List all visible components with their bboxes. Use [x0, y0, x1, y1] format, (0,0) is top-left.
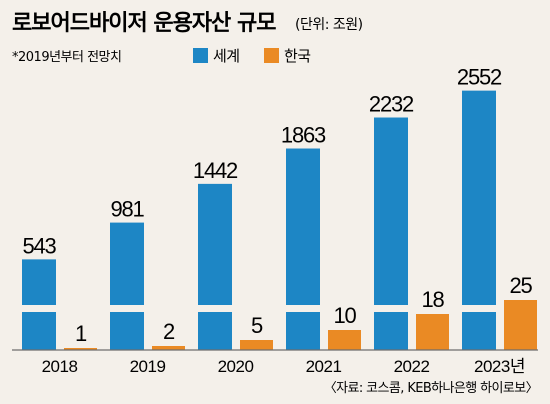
- tick-label-2022: 2022: [394, 357, 430, 376]
- label-korea-2020: 5: [251, 313, 263, 338]
- label-world-2020: 1442: [193, 158, 238, 183]
- tick-label-2021: 2021: [306, 357, 342, 376]
- bar-korea-2018: [64, 348, 97, 350]
- label-world-2019: 981: [110, 197, 144, 222]
- label-world-2021: 1863: [281, 123, 326, 148]
- label-korea-2022: 18: [421, 287, 444, 312]
- x-axis-ticks: 2018 2019 2020 2021 2022 2023년: [42, 357, 526, 376]
- source-note: 〈자료: 코스콤, KEB하나은행 하이로보〉: [324, 380, 538, 396]
- bar-korea-2023년: [504, 300, 537, 350]
- tick-label-2018: 2018: [42, 357, 78, 376]
- bar-world-2020: [198, 183, 232, 350]
- label-korea-2018: 1: [75, 321, 87, 346]
- axis-break-2023년: [461, 305, 497, 312]
- axis-break-2022: [373, 305, 409, 312]
- bar-world-2022: [374, 117, 408, 351]
- legend-swatch-korea: [264, 48, 279, 63]
- label-world-2018: 543: [22, 233, 56, 258]
- label-world-2022: 2232: [369, 92, 414, 117]
- tick-label-2019: 2019: [130, 357, 166, 376]
- label-world-2023년: 2552: [457, 65, 502, 90]
- label-korea-2021: 10: [333, 303, 356, 328]
- bars: 543 1 981 2 1442 5 1863 10 2232 18 2552 25: [21, 65, 537, 351]
- tick-label-2020: 2020: [218, 357, 254, 376]
- label-korea-2019: 2: [163, 319, 175, 344]
- legend: 세계 한국: [193, 47, 312, 65]
- legend-label-korea: 한국: [284, 47, 311, 65]
- legend-swatch-world: [193, 48, 208, 63]
- bar-korea-2020: [240, 340, 273, 350]
- axis-break-2019: [109, 305, 145, 312]
- axis-break-2021: [285, 305, 321, 312]
- axis-break-2018: [21, 305, 57, 312]
- chart-note: *2019년부터 전망치: [12, 50, 121, 65]
- bar-korea-2021: [328, 330, 361, 350]
- chart-title: 로보어드바이저 운용자산 규모: [12, 11, 276, 36]
- chart-unit: (단위: 조원): [295, 17, 363, 33]
- bar-world-2018: [22, 259, 56, 350]
- bar-world-2019: [110, 222, 144, 350]
- label-korea-2023년: 25: [509, 273, 532, 298]
- bar-korea-2019: [152, 346, 185, 350]
- tick-label-2023년: 2023년: [474, 357, 525, 376]
- bar-korea-2022: [416, 314, 449, 350]
- axis-break-2020: [197, 305, 233, 312]
- legend-label-world: 세계: [213, 47, 240, 65]
- bar-world-2021: [286, 148, 320, 350]
